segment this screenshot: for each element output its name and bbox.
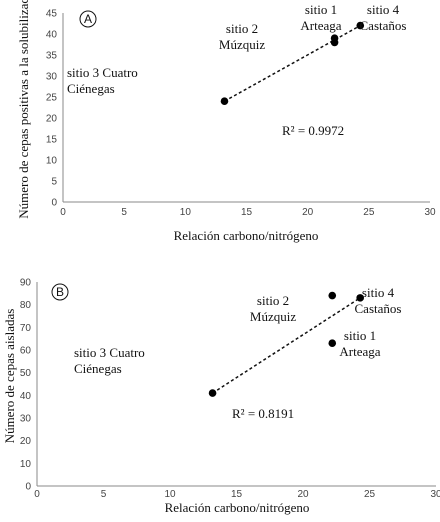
- point-label: sitio 2 Múzquiz: [219, 21, 265, 52]
- point-label: sitio 3 Cuatro Ciénegas: [74, 345, 145, 376]
- y-tick-label: 10: [20, 459, 32, 470]
- data-point: [328, 291, 337, 300]
- x-tick-label: 25: [363, 207, 375, 218]
- y-tick-label: 0: [51, 198, 57, 209]
- r2-label: R² = 0.9972: [282, 123, 344, 138]
- x-tick-label: 10: [164, 489, 176, 500]
- data-point: [208, 389, 217, 397]
- x-tick-label: 15: [231, 489, 243, 500]
- x-tick-label: 5: [101, 489, 107, 500]
- y-tick-label: 0: [25, 482, 31, 493]
- x-tick-label: 20: [297, 489, 309, 500]
- y-tick-label: 40: [46, 30, 58, 41]
- y-tick-label: 25: [46, 93, 58, 104]
- chart-a: A Número de cepas positivas a la solubil…: [16, 0, 436, 243]
- x-tick-label: 30: [424, 207, 436, 218]
- x-tick-label: 15: [241, 207, 253, 218]
- panel-badge-b-text: B: [56, 285, 64, 299]
- data-point: [356, 21, 365, 30]
- x-tick-label: 20: [302, 207, 314, 218]
- x-axis-title: Relación carbono/nitrógeno: [174, 228, 319, 243]
- trendline: [212, 297, 361, 394]
- y-tick-label: 50: [20, 368, 32, 379]
- y-tick-label: 15: [46, 135, 58, 146]
- x-tick-label: 25: [364, 489, 376, 500]
- panel-badge-b: [51, 283, 69, 301]
- x-axis-title: Relación carbono/nitrógeno: [165, 500, 310, 515]
- r2-label: R² = 0.8191: [232, 406, 294, 421]
- x-tick-label: 30: [430, 489, 440, 500]
- y-tick-label: 90: [20, 278, 32, 289]
- data-point: [330, 34, 339, 42]
- trendline: [224, 24, 361, 102]
- y-tick-label: 60: [20, 346, 32, 357]
- data-point: [356, 294, 364, 302]
- y-tick-label: 20: [20, 436, 32, 447]
- y-tick-label: 70: [20, 323, 32, 334]
- y-tick-label: 45: [46, 9, 58, 20]
- y-tick-label: 35: [46, 51, 58, 62]
- y-axis-title: Número de cepas positivas a la solubiliz…: [16, 0, 31, 219]
- y-tick-label: 5: [51, 177, 57, 188]
- point-label: sitio 1 Arteaga: [300, 2, 341, 33]
- y-tick-label: 40: [20, 391, 32, 402]
- point-label: sitio 4 Castaños: [360, 2, 407, 33]
- y-axis-title: Número de cepas aisladas: [2, 309, 17, 444]
- panel-badge-a-text: A: [84, 12, 92, 26]
- y-tick-label: 30: [20, 414, 32, 425]
- point-label: sitio 4 Castaños: [355, 285, 402, 316]
- y-tick-label: 30: [46, 72, 58, 83]
- x-tick-label: 10: [180, 207, 192, 218]
- data-point: [220, 97, 229, 105]
- x-tick-label: 0: [60, 207, 66, 218]
- chart-b: B Número de cepas aisladas Relación carb…: [2, 278, 440, 516]
- data-point: [328, 339, 337, 348]
- x-tick-label: 0: [34, 489, 40, 500]
- point-label: sitio 3 Cuatro Ciénegas: [67, 65, 138, 96]
- y-tick-label: 80: [20, 300, 32, 311]
- point-label: sitio 2 Múzquiz: [250, 293, 296, 324]
- y-tick-label: 20: [46, 114, 58, 125]
- panel-badge-a: [79, 10, 97, 28]
- y-tick-label: 10: [46, 156, 58, 167]
- point-label: sitio 1 Arteaga: [339, 328, 380, 359]
- x-tick-label: 5: [121, 207, 127, 218]
